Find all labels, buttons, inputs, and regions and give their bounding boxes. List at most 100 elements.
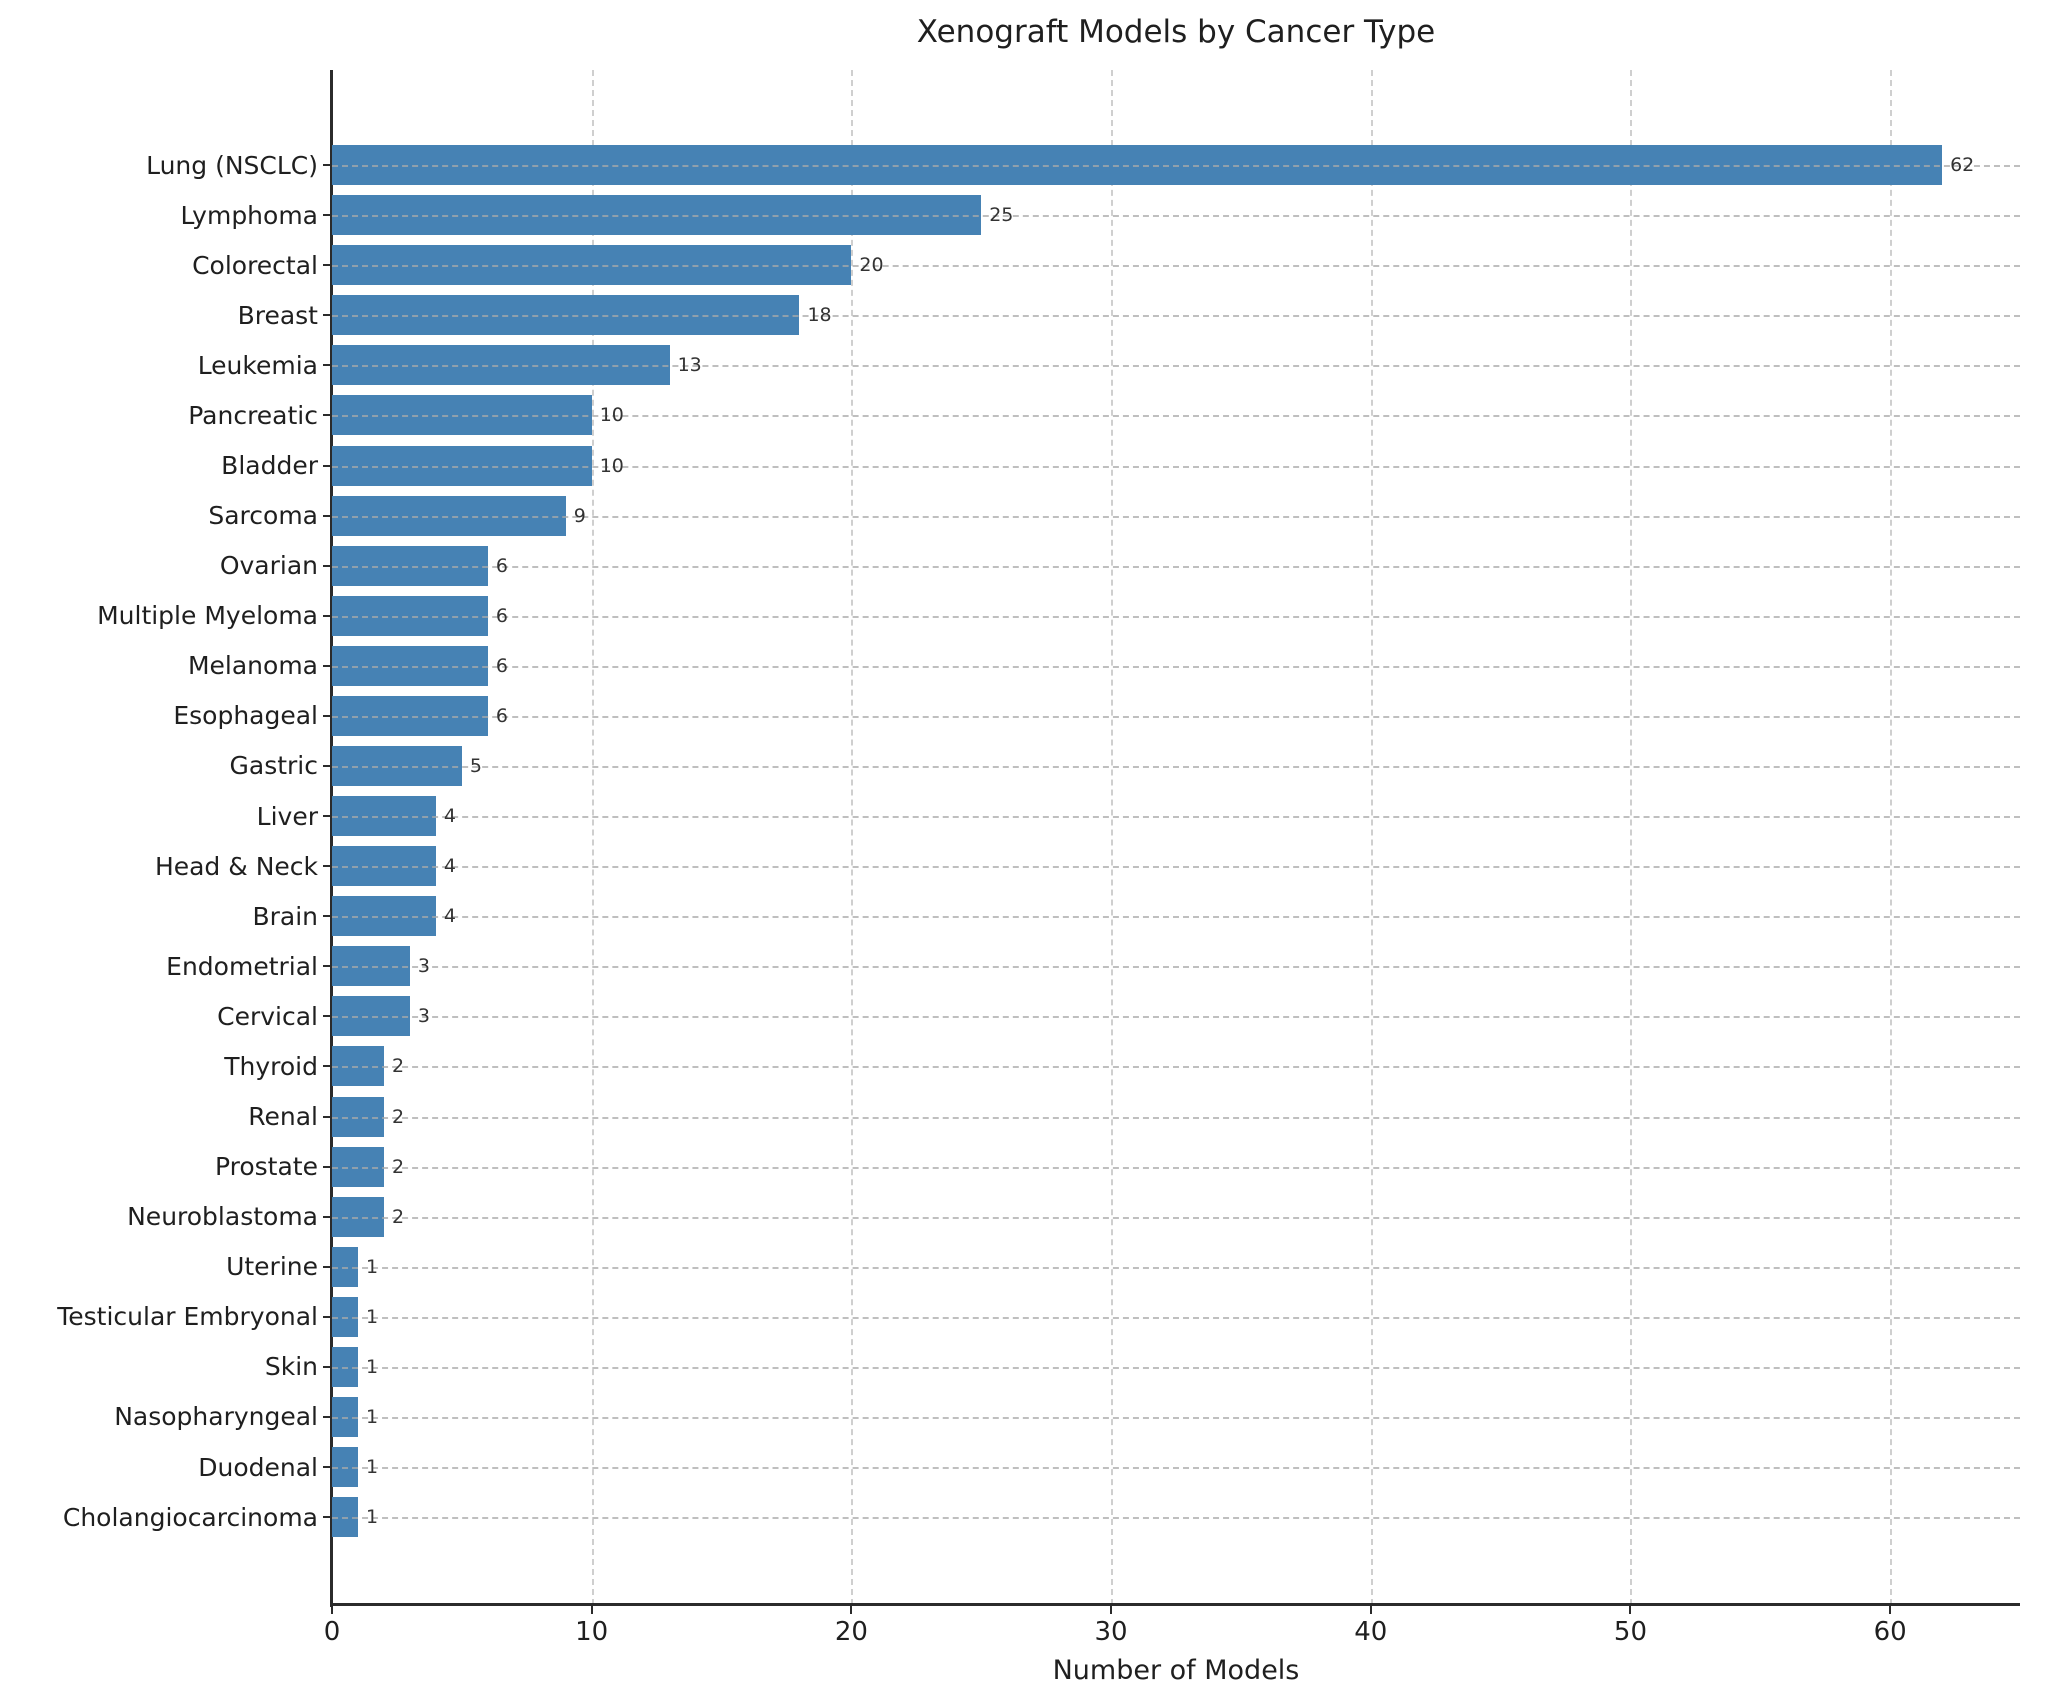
y-tick-mark — [323, 1015, 332, 1018]
bar-row: 1 — [323, 1242, 2020, 1292]
horizontal-gridline — [332, 1216, 2020, 1219]
bar-row: 6 — [323, 641, 2020, 691]
bar-value-label: 1 — [365, 1355, 379, 1378]
y-tick-mark — [323, 164, 332, 167]
x-tick-mark — [590, 1605, 593, 1614]
y-axis-spine — [330, 70, 333, 1607]
bar-row: 62 — [323, 140, 2020, 190]
bar-row: 6 — [323, 541, 2020, 591]
y-tick-mark — [323, 1215, 332, 1218]
y-tick-label: Brain — [252, 901, 318, 931]
bar-row: 9 — [323, 491, 2020, 541]
y-tick-label: Esophageal — [173, 701, 318, 731]
y-tick-label: Thyroid — [224, 1051, 318, 1081]
horizontal-gridline — [332, 515, 2020, 518]
horizontal-gridline — [332, 215, 2020, 218]
y-tick-mark — [323, 214, 332, 217]
horizontal-gridline — [332, 1116, 2020, 1119]
horizontal-gridline — [332, 1416, 2020, 1419]
y-tick-mark — [323, 865, 332, 868]
y-tick-label: Lung (NSCLC) — [146, 150, 318, 180]
y-tick-label: Duodenal — [198, 1452, 318, 1482]
bar-value-label: 6 — [495, 604, 508, 627]
bars-container: 62 25 20 18 13 10 10 9 6 6 6 6 5 4 4 4 3 3 2 2 2 2 1 1 1 1 1 1 — [323, 70, 2020, 1605]
bar-row: 4 — [323, 891, 2020, 941]
y-tick-mark — [323, 915, 332, 918]
bar-value-label: 6 — [495, 654, 508, 677]
bar-row: 20 — [323, 240, 2020, 290]
y-tick-label: Renal — [248, 1102, 318, 1132]
bar-value-label: 20 — [859, 254, 884, 277]
y-tick-mark — [323, 364, 332, 367]
bar-value-label: 1 — [365, 1506, 379, 1529]
y-tick-label: Gastric — [229, 751, 319, 781]
bar-value-label: 1 — [365, 1405, 379, 1428]
y-tick-mark — [323, 714, 332, 717]
bar-value-label: 62 — [1950, 154, 1975, 177]
plot-area: 62 25 20 18 13 10 10 9 6 6 6 6 5 4 4 4 3 3 2 2 2 2 1 1 1 1 1 1 — [323, 70, 2020, 1605]
bar-row: 18 — [323, 290, 2020, 340]
y-tick-label: Uterine — [226, 1252, 318, 1282]
bar-value-label: 4 — [443, 855, 456, 878]
bar-value-label: 5 — [469, 754, 482, 777]
x-tick-label: 20 — [834, 1617, 868, 1647]
x-axis-ticks: 0 10 20 30 40 50 60 — [324, 1605, 2020, 1665]
y-tick-mark — [323, 1516, 332, 1519]
bar-value-label: 10 — [599, 404, 624, 427]
y-tick-mark — [323, 1165, 332, 1168]
y-tick-label: Breast — [237, 300, 318, 330]
y-tick-mark — [323, 564, 332, 567]
y-tick-label: Cholangiocarcinoma — [62, 1502, 318, 1532]
horizontal-gridline — [332, 715, 2020, 718]
y-tick-label: Bladder — [221, 451, 318, 480]
bar-row: 25 — [323, 190, 2020, 240]
horizontal-gridline — [332, 1366, 2020, 1369]
bar-row: 6 — [323, 691, 2020, 741]
bar-row: 10 — [323, 390, 2020, 440]
x-tick-mark — [850, 1605, 853, 1614]
vertical-gridline — [1370, 70, 1373, 1605]
x-tick-mark — [1629, 1605, 1632, 1614]
bar-row: 2 — [323, 1091, 2020, 1141]
x-tick-label: 60 — [1873, 1617, 1907, 1647]
vertical-gridline — [851, 70, 854, 1605]
bar-value-label: 2 — [391, 1205, 405, 1228]
y-tick-mark — [323, 314, 332, 317]
y-tick-label: Cervical — [217, 1001, 318, 1031]
bar-value-label: 3 — [417, 1005, 430, 1028]
y-tick-mark — [323, 664, 332, 667]
horizontal-gridline — [332, 365, 2020, 368]
y-tick-mark — [323, 1365, 332, 1368]
horizontal-gridline — [332, 1166, 2020, 1169]
y-tick-mark — [323, 514, 332, 517]
y-tick-label: Testicular Embryonal — [57, 1302, 318, 1332]
bar-row: 1 — [323, 1342, 2020, 1392]
horizontal-gridline — [332, 165, 2020, 168]
bar-value-label: 1 — [365, 1305, 379, 1328]
bar-row: 5 — [323, 741, 2020, 791]
x-tick-mark — [1369, 1605, 1372, 1614]
horizontal-gridline — [332, 315, 2020, 318]
bar-value-label: 1 — [365, 1456, 379, 1479]
bar-row: 6 — [323, 591, 2020, 641]
horizontal-gridline — [332, 265, 2020, 268]
bar-value-label: 1 — [365, 1255, 379, 1278]
horizontal-gridline — [332, 665, 2020, 668]
y-tick-mark — [323, 1466, 332, 1469]
bar-row: 1 — [323, 1292, 2020, 1342]
y-tick-mark — [323, 1265, 332, 1268]
horizontal-gridline — [332, 1066, 2020, 1069]
y-tick-mark — [323, 764, 332, 767]
bar-value-label: 3 — [417, 955, 430, 978]
x-axis-spine — [330, 1603, 2020, 1606]
horizontal-gridline — [332, 916, 2020, 919]
y-tick-mark — [323, 464, 332, 467]
bar-row: 13 — [323, 340, 2020, 390]
vertical-gridline — [1630, 70, 1633, 1605]
vertical-gridline — [591, 70, 594, 1605]
y-tick-mark — [323, 1115, 332, 1118]
horizontal-gridline — [332, 1316, 2020, 1319]
bar-value-label: 4 — [443, 805, 456, 828]
horizontal-gridline — [332, 1517, 2020, 1520]
bar-row: 4 — [323, 791, 2020, 841]
